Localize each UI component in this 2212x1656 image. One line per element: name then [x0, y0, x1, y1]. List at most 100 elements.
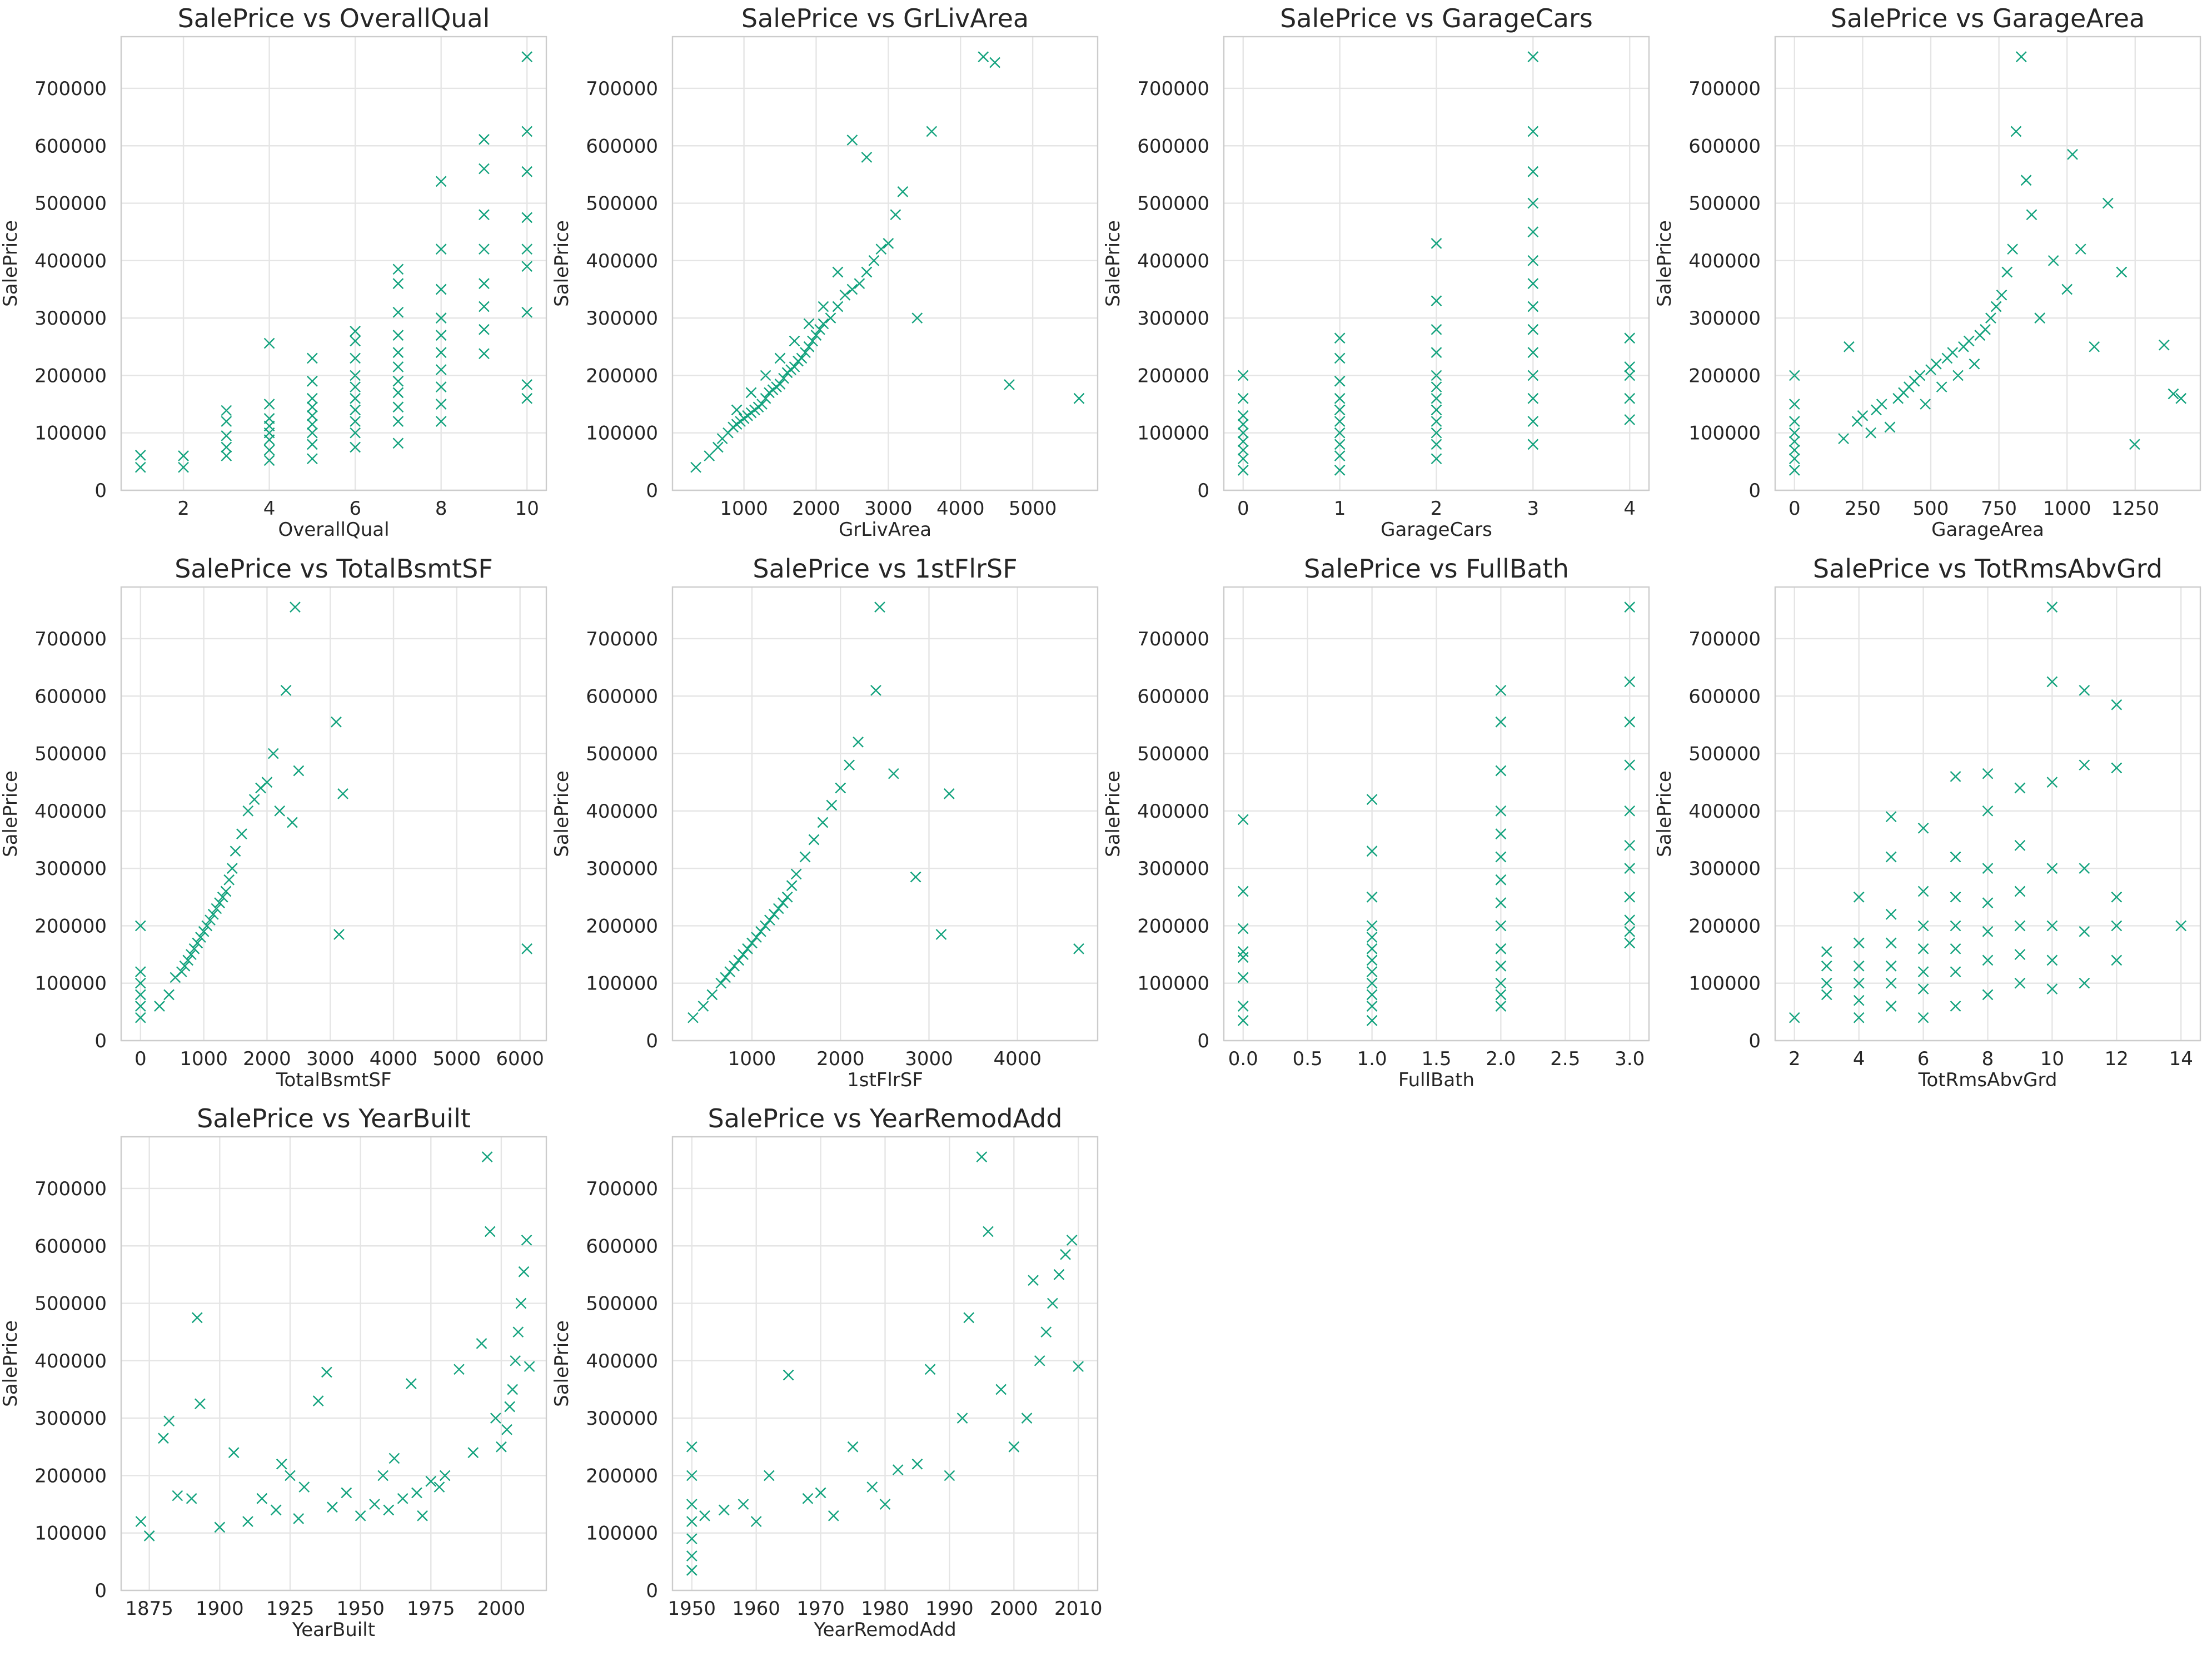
data-point: [1788, 453, 1800, 465]
data-point: [270, 1504, 282, 1516]
data-point: [706, 989, 718, 1001]
data-point: [521, 306, 533, 318]
data-point: [1431, 439, 1442, 450]
data-point: [1495, 960, 1507, 972]
data-point: [1982, 863, 1994, 874]
data-point: [226, 863, 238, 874]
data-point: [1624, 361, 1636, 372]
data-point: [350, 392, 361, 404]
data-point: [377, 1470, 389, 1481]
data-point: [479, 301, 490, 312]
data-point: [1527, 392, 1539, 404]
data-point: [2111, 762, 2123, 774]
data-point: [1936, 381, 1947, 392]
y-tick-label: 300000: [586, 307, 658, 330]
data-point: [1527, 347, 1539, 358]
data-point: [280, 685, 292, 696]
data-point: [2067, 148, 2078, 160]
axes-frame: [671, 1136, 1099, 1592]
data-point: [1838, 433, 1849, 444]
data-point: [290, 601, 301, 613]
x-tick-label: 2.5: [1550, 1048, 1580, 1070]
data-point: [1334, 464, 1346, 476]
data-point: [207, 908, 219, 920]
data-point: [892, 1464, 904, 1475]
chart-title: SalePrice vs GarageArea: [1831, 3, 2145, 33]
data-point: [911, 1458, 923, 1470]
axes-frame: [120, 1136, 547, 1592]
data-point: [134, 989, 146, 1001]
data-point: [846, 135, 858, 146]
y-axis-label: SalePrice: [1653, 770, 1676, 857]
data-point: [2079, 926, 2090, 937]
data-point: [2014, 839, 2026, 851]
data-point: [178, 450, 189, 461]
data-point: [1963, 335, 1975, 347]
data-point: [1334, 404, 1346, 416]
data-point: [163, 989, 175, 1001]
data-point: [790, 868, 802, 880]
data-point: [2046, 777, 2058, 788]
data-point: [1950, 851, 1961, 863]
data-point: [307, 427, 318, 439]
data-point: [738, 949, 749, 960]
data-point: [481, 1151, 493, 1162]
x-axis-label: YearBuilt: [292, 1619, 375, 1641]
data-point: [686, 1470, 698, 1481]
data-point: [350, 370, 361, 381]
data-point: [866, 1481, 878, 1493]
data-point: [186, 949, 197, 960]
data-point: [176, 966, 187, 977]
x-tick-label: 2: [1788, 1048, 1801, 1070]
data-point: [2020, 175, 2032, 186]
x-tick-label: 2000: [792, 498, 840, 520]
data-point: [1495, 805, 1507, 817]
data-point: [2111, 920, 2123, 932]
x-axis-label: GrLivArea: [839, 519, 931, 541]
y-tick-label: 100000: [1688, 422, 1761, 445]
data-point: [1527, 166, 1539, 177]
data-point: [2014, 886, 2026, 897]
y-tick-label: 700000: [586, 78, 658, 100]
y-tick-label: 100000: [586, 973, 658, 995]
data-point: [327, 1501, 338, 1513]
data-point: [392, 347, 404, 358]
chart-title: SalePrice vs YearBuilt: [197, 1103, 471, 1133]
data-point: [1008, 1441, 1020, 1453]
data-point: [221, 416, 232, 427]
data-point: [963, 1312, 975, 1324]
data-point: [479, 348, 490, 360]
data-point: [1624, 863, 1636, 874]
y-tick-label: 0: [1197, 1030, 1209, 1052]
data-point: [1885, 1001, 1897, 1012]
x-tick-label: 2000: [243, 1048, 291, 1070]
data-point: [479, 324, 490, 335]
data-point: [1366, 846, 1378, 857]
data-point: [2014, 949, 2026, 960]
chart-title: SalePrice vs FullBath: [1304, 554, 1569, 584]
data-point: [817, 817, 829, 828]
y-tick-label: 100000: [34, 1523, 107, 1545]
data-point: [2079, 977, 2090, 989]
chart-title: SalePrice vs TotRmsAbvGrd: [1813, 554, 2163, 584]
data-point: [417, 1510, 428, 1521]
data-point: [263, 455, 275, 466]
data-point: [1073, 943, 1084, 954]
y-tick-label: 700000: [1137, 628, 1209, 650]
data-point: [392, 361, 404, 372]
data-point: [1034, 1355, 1045, 1366]
subplot-7: 0.0 0.5 1.0 1.5 2.0 2.5 3.0 0 100000 200000 300000…: [1102, 554, 1650, 1091]
data-point: [1527, 301, 1539, 312]
data-point: [521, 51, 533, 63]
data-point: [1527, 324, 1539, 335]
data-point: [1982, 768, 1994, 779]
data-point: [242, 1516, 253, 1527]
data-point: [476, 1338, 487, 1349]
data-point: [2116, 266, 2128, 278]
data-point: [1982, 926, 1994, 937]
y-tick-label: 700000: [586, 628, 658, 650]
y-tick-label: 600000: [1137, 685, 1209, 708]
data-point: [1527, 370, 1539, 381]
data-point: [1788, 370, 1800, 381]
y-axis-label: SalePrice: [1653, 220, 1676, 307]
